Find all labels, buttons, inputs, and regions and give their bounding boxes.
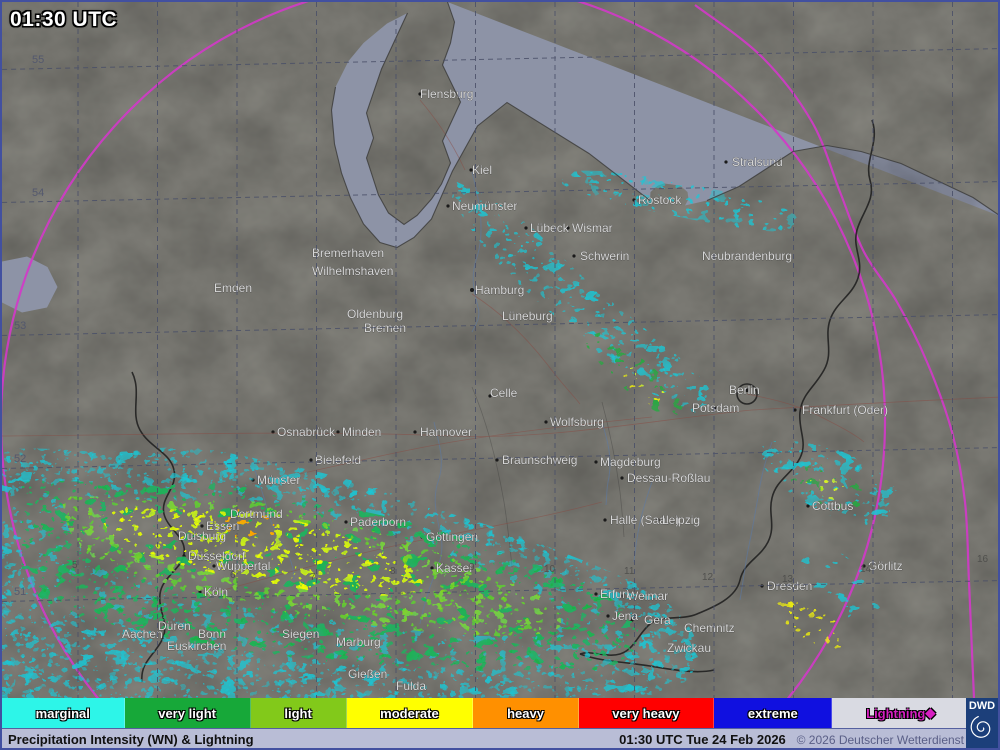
svg-text:Hamburg: Hamburg [475,283,524,297]
svg-text:10: 10 [544,564,556,575]
svg-text:6: 6 [230,570,236,581]
svg-text:Wolfsburg: Wolfsburg [550,415,604,429]
svg-text:51: 51 [14,586,26,598]
svg-text:Kassel: Kassel [436,561,472,575]
svg-text:Emden: Emden [214,281,252,295]
svg-text:Bremerhaven: Bremerhaven [312,246,384,260]
svg-text:Rostock: Rostock [638,193,682,207]
svg-text:Weimar: Weimar [627,589,668,603]
svg-text:Celle: Celle [490,386,518,400]
svg-text:Bielefeld: Bielefeld [315,453,361,467]
svg-text:52: 52 [14,453,26,465]
svg-text:Wismar: Wismar [572,221,613,235]
svg-text:Wuppertal: Wuppertal [216,559,270,573]
svg-text:Minden: Minden [342,425,381,439]
svg-text:Fulda: Fulda [396,679,426,693]
svg-text:Cottbus: Cottbus [812,499,853,513]
svg-text:Münster: Münster [257,473,300,487]
svg-text:Bremen: Bremen [364,321,406,335]
svg-text:Wilhelmshaven: Wilhelmshaven [312,264,393,278]
svg-text:16: 16 [977,554,989,565]
svg-text:Marburg: Marburg [336,635,381,649]
svg-text:Gießen: Gießen [348,667,387,681]
svg-text:5: 5 [72,560,78,571]
svg-text:Siegen: Siegen [282,627,319,641]
svg-text:Lüneburg: Lüneburg [502,309,553,323]
svg-text:8: 8 [390,566,396,577]
svg-text:Oldenburg: Oldenburg [347,307,403,321]
svg-text:Göttingen: Göttingen [426,530,478,544]
svg-text:Braunschweig: Braunschweig [502,453,577,467]
svg-text:Euskirchen: Euskirchen [167,639,226,653]
svg-text:13: 13 [782,574,794,585]
svg-text:Neumünster: Neumünster [452,199,517,213]
svg-text:54: 54 [32,187,44,199]
svg-text:Duisburg: Duisburg [178,529,226,543]
svg-text:Stralsund: Stralsund [732,155,783,169]
svg-text:Neubrandenburg: Neubrandenburg [702,249,792,263]
svg-text:Aachen: Aachen [122,627,163,641]
svg-text:Paderborn: Paderborn [350,515,406,529]
svg-text:Köln: Köln [204,585,228,599]
svg-text:14: 14 [860,564,872,575]
svg-text:Zwickau: Zwickau [667,641,711,655]
svg-text:55: 55 [32,54,44,66]
svg-text:Frankfurt (Oder): Frankfurt (Oder) [802,403,888,417]
svg-text:7: 7 [310,572,316,583]
svg-text:Düren: Düren [158,619,191,633]
svg-text:Magdeburg: Magdeburg [600,455,661,469]
svg-text:Osnabrück: Osnabrück [277,425,336,439]
svg-text:53: 53 [14,320,26,332]
svg-text:Bonn: Bonn [198,627,226,641]
svg-text:Leipzig: Leipzig [662,513,700,527]
svg-text:11: 11 [624,566,635,577]
svg-text:Dessau-Roßlau: Dessau-Roßlau [627,471,710,485]
svg-text:Gera: Gera [644,613,671,627]
svg-text:Hannover: Hannover [420,425,472,439]
svg-text:Lübeck: Lübeck [530,221,570,235]
svg-text:Flensburg: Flensburg [420,87,473,101]
svg-text:9: 9 [469,562,475,573]
svg-text:Chemnitz: Chemnitz [684,621,735,635]
svg-text:Schwerin: Schwerin [580,249,629,263]
svg-text:12: 12 [702,572,714,583]
svg-text:Potsdam: Potsdam [692,401,739,415]
svg-text:Berlin: Berlin [729,383,760,397]
